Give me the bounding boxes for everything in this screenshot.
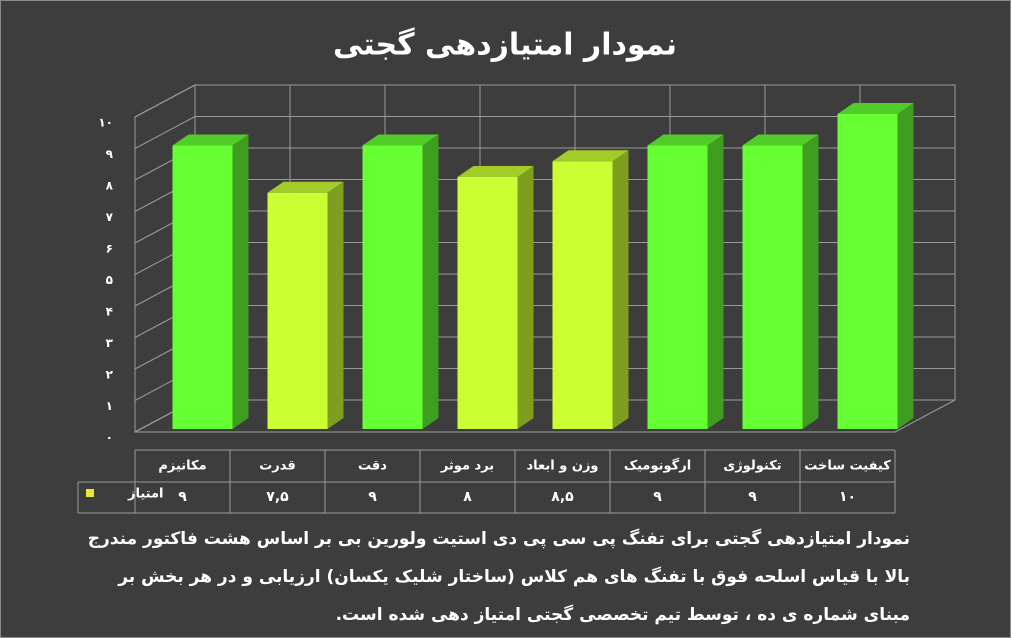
x-tick-label: ارگونومیک <box>624 458 691 474</box>
bar-top <box>837 103 914 114</box>
chart: نمودار امتیازدهی گجتی ۰ ۱ ۲ ۳ ۴ ۵ ۶ ۷ ۸ ۹ ۱۰ امتیاز… <box>77 27 956 514</box>
bar-top <box>552 150 629 162</box>
x-tick-label: مکانیزم <box>158 459 206 474</box>
table-value: ۸ <box>463 489 472 505</box>
bar <box>362 145 423 429</box>
bar-side <box>612 150 629 429</box>
floor <box>134 399 956 433</box>
y-tick-label: ۰ <box>106 431 113 445</box>
bar-top <box>267 181 344 193</box>
y-tick-label: ۸ <box>106 179 114 193</box>
bar-side <box>422 134 439 429</box>
table-value: ۱۰ <box>839 489 856 505</box>
bar-side <box>327 181 344 429</box>
bar-top <box>457 166 534 177</box>
table-value: ۹ <box>368 489 377 505</box>
legend-key <box>86 489 94 497</box>
y-tick-label: ۱۰ <box>98 116 113 130</box>
y-tick-label: ۴ <box>106 305 113 319</box>
bar-side <box>232 134 249 429</box>
x-tick-label: تکنولوژی <box>723 459 781 474</box>
y-tick-label: ۲ <box>106 368 114 382</box>
table-value: ۷,۵ <box>266 489 289 505</box>
table-value: ۹ <box>178 489 187 505</box>
bar-side <box>802 134 819 429</box>
y-tick-label: ۱ <box>106 399 113 413</box>
description: نمودار امتیازدهی گجتی برای تفنگ پی سی پی… <box>87 529 910 625</box>
bar-top <box>172 134 249 146</box>
bar <box>647 145 708 429</box>
bar <box>742 145 803 429</box>
x-tick-label: کیفیت ساخت <box>804 459 891 474</box>
grid-line <box>134 116 196 149</box>
bar-top <box>647 134 724 146</box>
table-value: ۹ <box>748 489 757 505</box>
bar-side <box>897 103 914 429</box>
table-value: ۹ <box>653 489 662 505</box>
bar <box>457 177 518 429</box>
y-tick-label: ۹ <box>106 147 114 161</box>
grid-line <box>134 84 196 118</box>
bar <box>172 145 233 429</box>
bar-side <box>707 134 724 429</box>
bar <box>267 192 328 429</box>
x-tick-label: برد موثر <box>440 459 494 474</box>
table-value: ۸,۵ <box>551 489 574 505</box>
y-tick-label: ۷ <box>106 210 114 224</box>
chart-title: نمودار امتیازدهی گجتی <box>333 27 677 63</box>
x-tick-label: وزن و ابعاد <box>526 459 598 474</box>
x-tick-label: قدرت <box>259 459 296 474</box>
y-tick-label: ۳ <box>106 336 114 350</box>
y-tick-label: ۶ <box>106 242 113 256</box>
x-tick-label: دقت <box>358 459 387 474</box>
bar <box>837 114 898 429</box>
bar-top <box>362 134 439 146</box>
bar-top <box>742 134 819 146</box>
bar <box>552 161 613 429</box>
legend-label: امتیاز <box>127 487 163 502</box>
bar-side <box>517 166 534 429</box>
y-tick-label: ۵ <box>106 273 113 287</box>
